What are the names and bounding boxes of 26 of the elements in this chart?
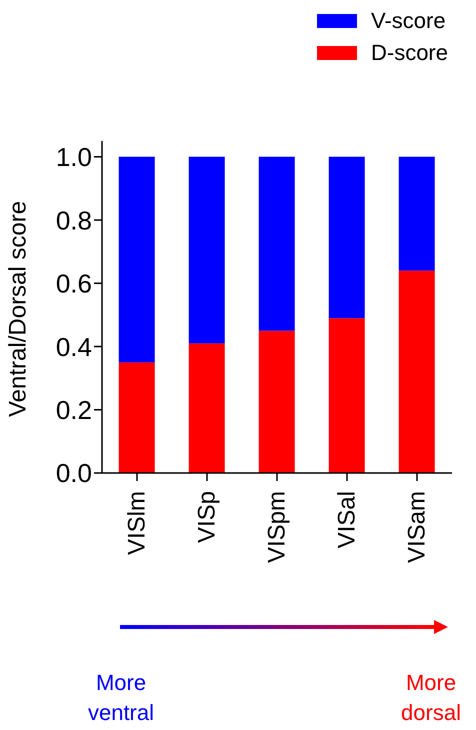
legend-label: D-score bbox=[370, 40, 448, 66]
text: More ventral bbox=[86, 669, 156, 727]
bar bbox=[398, 270, 435, 473]
bar bbox=[258, 330, 295, 473]
bar bbox=[118, 362, 155, 473]
x-tick-label: VISam bbox=[404, 491, 430, 564]
y-axis-title: Ventral/Dorsal score bbox=[4, 200, 32, 417]
legend-label: V-score bbox=[370, 8, 446, 34]
x-tick-label: VISal bbox=[334, 491, 360, 548]
bar bbox=[118, 156, 155, 362]
bar bbox=[328, 156, 365, 318]
x-tick-label: VISpm bbox=[264, 491, 290, 564]
y-tick-label: 0.4 bbox=[56, 332, 92, 362]
y-tick-label: 0.2 bbox=[56, 394, 92, 425]
bar bbox=[188, 156, 225, 344]
x-tick-label: VISp bbox=[194, 491, 220, 544]
y-tick-label: 0.0 bbox=[56, 458, 92, 488]
bar bbox=[398, 156, 435, 271]
y-tick-label: 0.6 bbox=[56, 268, 92, 299]
bar bbox=[258, 156, 295, 331]
bar bbox=[188, 343, 225, 473]
bar bbox=[328, 318, 365, 473]
text: More dorsal bbox=[400, 669, 462, 727]
y-tick-label: 1.0 bbox=[56, 142, 92, 172]
x-tick-label: VISlm bbox=[124, 491, 150, 556]
y-tick-label: 0.8 bbox=[56, 205, 92, 236]
